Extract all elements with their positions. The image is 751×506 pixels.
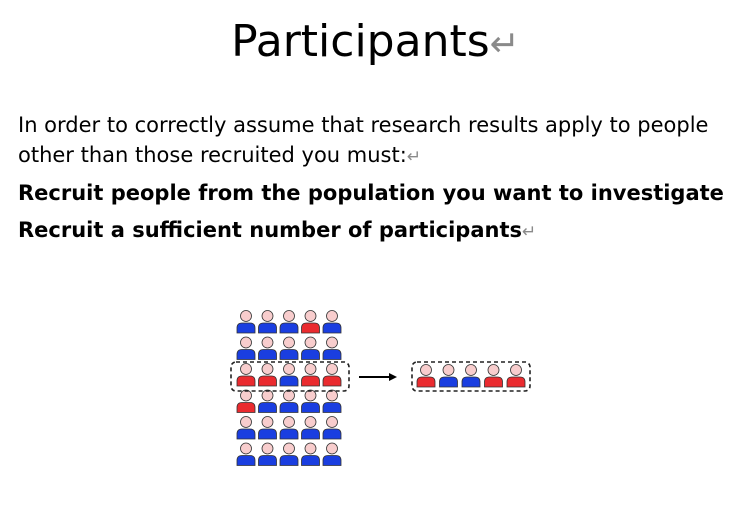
person-icon bbox=[236, 363, 256, 387]
person-icon bbox=[322, 310, 342, 334]
page-title: Participants↵ bbox=[0, 14, 751, 73]
right-arrow-icon bbox=[359, 373, 397, 381]
sample-box bbox=[411, 361, 531, 392]
person-icon bbox=[279, 363, 299, 387]
population-grid bbox=[236, 310, 342, 466]
person-icon bbox=[322, 442, 342, 466]
person-icon bbox=[322, 389, 342, 413]
person-icon bbox=[439, 364, 458, 388]
person-icon bbox=[301, 310, 320, 334]
paragraph-mark-icon: ↵ bbox=[522, 222, 537, 242]
person-icon bbox=[301, 363, 320, 387]
person-icon bbox=[322, 363, 342, 387]
person-icon bbox=[236, 442, 256, 466]
person-icon bbox=[301, 389, 320, 413]
person-icon bbox=[322, 336, 342, 360]
person-icon bbox=[461, 364, 481, 388]
person-icon bbox=[258, 363, 277, 387]
person-icon bbox=[301, 416, 320, 440]
person-icon bbox=[416, 364, 436, 388]
person-icon bbox=[484, 364, 503, 388]
person-icon bbox=[258, 310, 277, 334]
paragraph-mark-icon: ↵ bbox=[489, 24, 520, 65]
person-icon bbox=[258, 442, 277, 466]
title-text: Participants bbox=[231, 16, 490, 67]
person-icon bbox=[279, 310, 299, 334]
person-icon bbox=[279, 416, 299, 440]
bullet-population: Recruit people from the population you w… bbox=[18, 178, 738, 208]
person-icon bbox=[279, 442, 299, 466]
person-icon bbox=[322, 416, 342, 440]
person-icon bbox=[236, 310, 256, 334]
person-icon bbox=[301, 336, 320, 360]
person-icon bbox=[258, 336, 277, 360]
person-icon bbox=[236, 416, 256, 440]
bullet-population-text: Recruit people from the population you w… bbox=[18, 181, 724, 205]
intro-text: In order to correctly assume that resear… bbox=[18, 113, 709, 167]
person-icon bbox=[279, 389, 299, 413]
intro-paragraph: In order to correctly assume that resear… bbox=[18, 110, 738, 172]
sample-row bbox=[416, 364, 526, 388]
bullet-sample-size-text: Recruit a sufficient number of participa… bbox=[18, 218, 522, 242]
selected-row-box bbox=[230, 361, 350, 392]
person-icon bbox=[301, 442, 320, 466]
person-icon bbox=[506, 364, 526, 388]
person-icon bbox=[236, 336, 256, 360]
bullet-sample-size: Recruit a sufficient number of participa… bbox=[18, 215, 738, 247]
paragraph-mark-icon: ↵ bbox=[406, 147, 422, 167]
person-icon bbox=[236, 389, 256, 413]
person-icon bbox=[258, 416, 277, 440]
person-icon bbox=[258, 389, 277, 413]
person-icon bbox=[279, 336, 299, 360]
